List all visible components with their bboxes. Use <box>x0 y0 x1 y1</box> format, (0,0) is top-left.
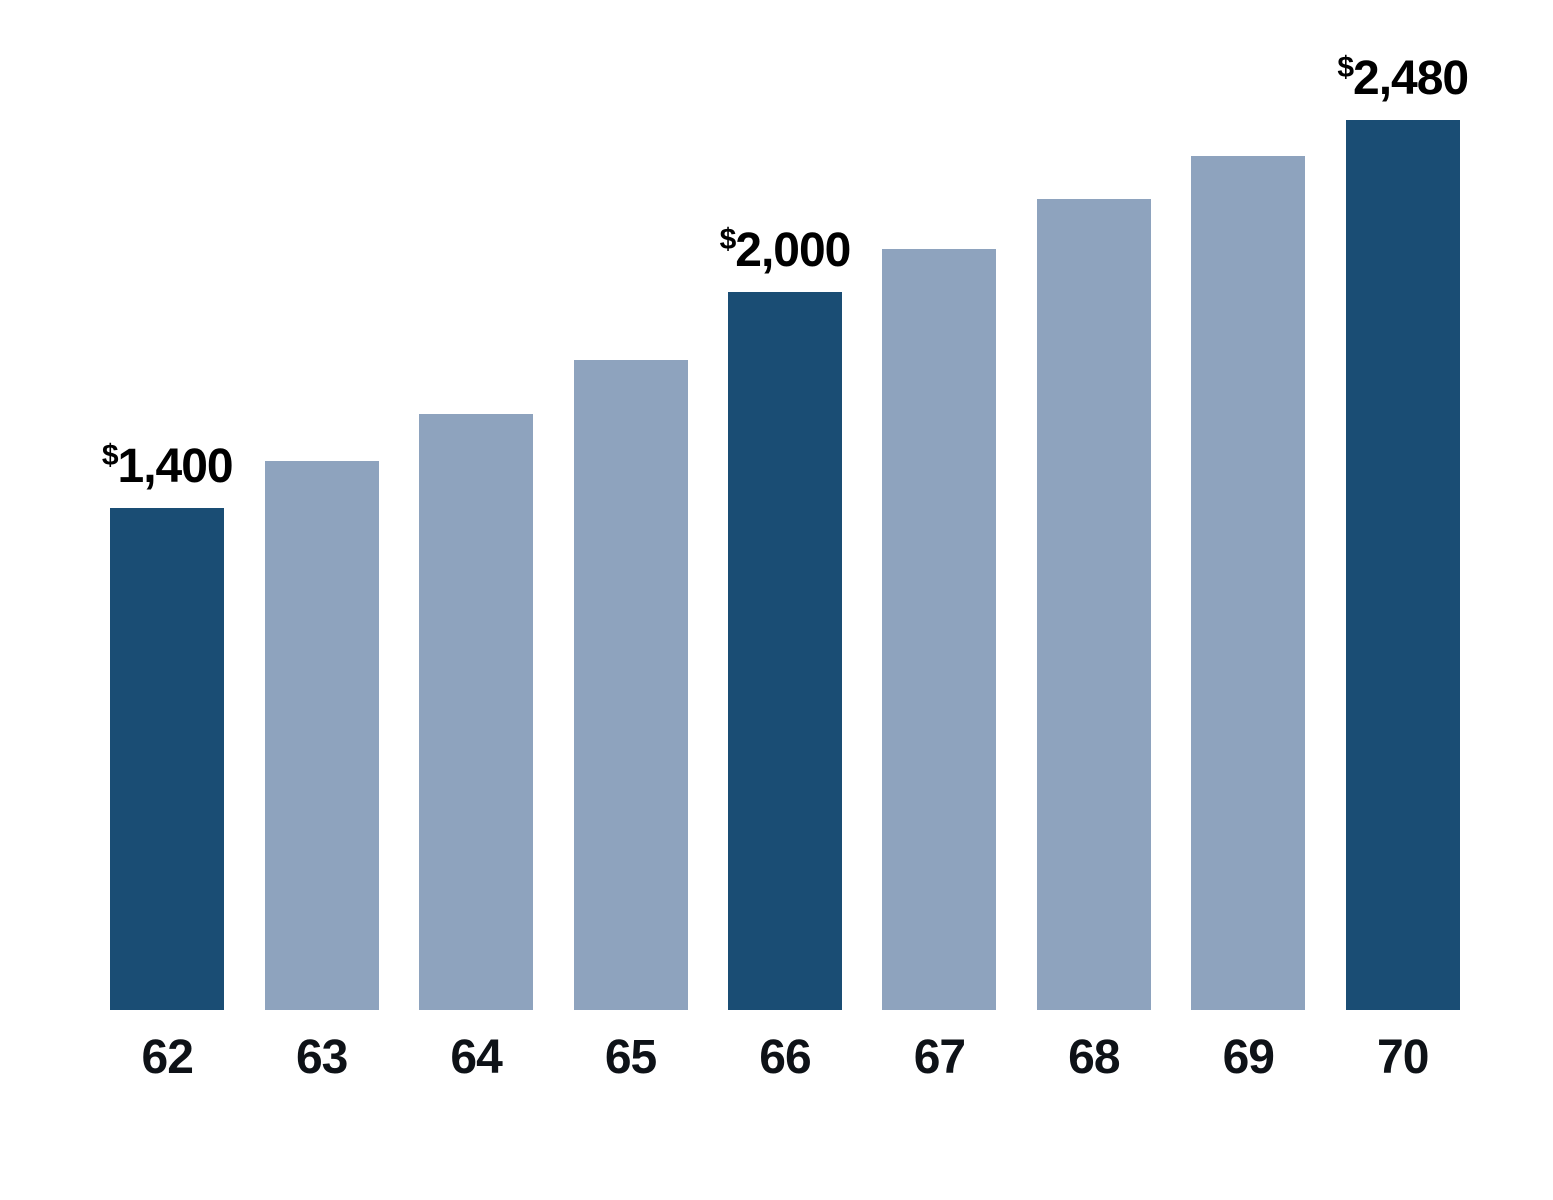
axis-slot: 68 <box>1017 1030 1171 1085</box>
value-text: 2,000 <box>735 224 850 277</box>
axis-slot: 65 <box>553 1030 707 1085</box>
bar <box>265 461 379 1010</box>
bar-slot <box>244 120 398 1010</box>
x-axis-label: 63 <box>296 1030 347 1085</box>
bar-chart: $1,400$2,000$2,480 626364656667686970 <box>0 0 1553 1200</box>
x-axis-label: 65 <box>605 1030 656 1085</box>
bar <box>1191 156 1305 1010</box>
bar-slot <box>1017 120 1171 1010</box>
x-axis-label: 69 <box>1223 1030 1274 1085</box>
bar <box>1346 120 1460 1010</box>
bar-slot: $1,400 <box>90 120 244 1010</box>
axis-slot: 62 <box>90 1030 244 1085</box>
x-axis-label: 68 <box>1068 1030 1119 1085</box>
x-axis: 62 63 64 65 66 67 68 69 70 <box>90 1030 1480 1085</box>
bar <box>110 508 224 1010</box>
dollar-sign: $ <box>102 439 118 472</box>
axis-slot: 67 <box>862 1030 1016 1085</box>
dollar-sign: $ <box>1337 51 1353 84</box>
x-axis-label: 70 <box>1377 1030 1428 1085</box>
bar-slot <box>553 120 707 1010</box>
bar <box>882 249 996 1010</box>
axis-slot: 69 <box>1171 1030 1325 1085</box>
value-label: $2,000 <box>720 223 851 278</box>
value-label: $2,480 <box>1337 51 1468 106</box>
bar-slot: $2,480 <box>1326 120 1480 1010</box>
axis-slot: 64 <box>399 1030 553 1085</box>
bar-slot: $2,000 <box>708 120 862 1010</box>
axis-slot: 66 <box>708 1030 862 1085</box>
bars-row: $1,400$2,000$2,480 <box>90 120 1480 1010</box>
x-axis-label: 62 <box>142 1030 193 1085</box>
x-axis-label: 67 <box>914 1030 965 1085</box>
value-text: 2,480 <box>1353 52 1468 105</box>
axis-slot: 70 <box>1326 1030 1480 1085</box>
x-axis-label: 64 <box>450 1030 501 1085</box>
bar <box>574 360 688 1010</box>
bar <box>1037 199 1151 1010</box>
x-axis-label: 66 <box>759 1030 810 1085</box>
bar <box>728 292 842 1010</box>
bar-slot <box>399 120 553 1010</box>
bar-slot <box>862 120 1016 1010</box>
plot-area: $1,400$2,000$2,480 <box>90 120 1480 1010</box>
value-label: $1,400 <box>102 439 233 494</box>
bar <box>419 414 533 1010</box>
bar-slot <box>1171 120 1325 1010</box>
dollar-sign: $ <box>720 223 736 256</box>
value-text: 1,400 <box>118 440 233 493</box>
axis-slot: 63 <box>244 1030 398 1085</box>
